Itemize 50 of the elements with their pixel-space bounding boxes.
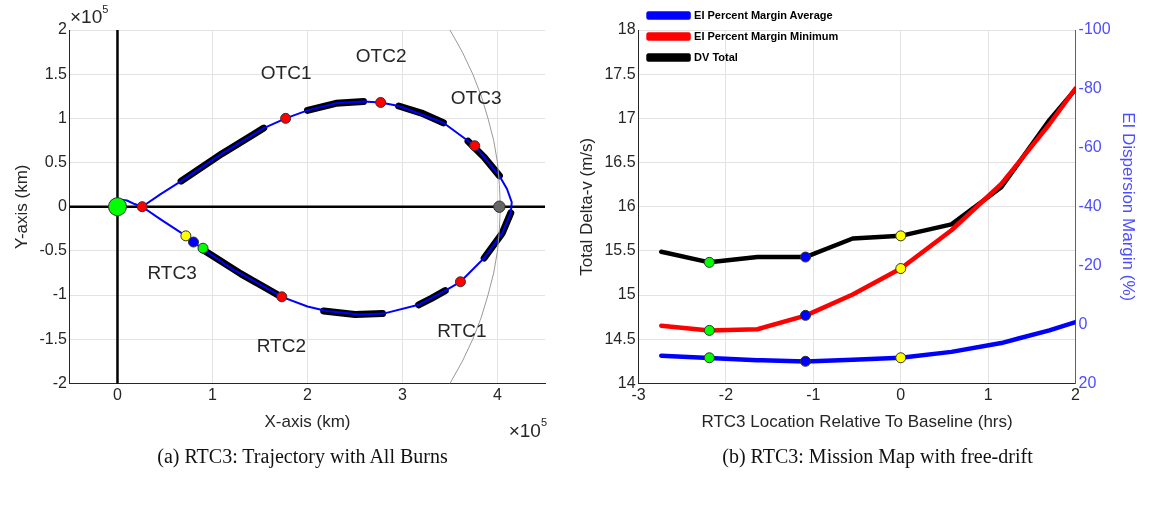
x-tick-label: 0 <box>113 386 123 404</box>
y-tick-label: 17 <box>617 108 636 126</box>
y-tick-label: 0 <box>58 197 68 215</box>
y2-tick-label: -80 <box>1078 79 1102 97</box>
text: (b) RTC3: Mission Map with free-drift <box>721 445 1034 468</box>
y-tick-label: -1.5 <box>39 329 68 347</box>
y2-tick-label: 0 <box>1078 314 1088 332</box>
y2-tick-label: 20 <box>1078 373 1097 391</box>
y-tick-label: 15 <box>617 285 636 303</box>
x-axis-title: RTC3 Location Relative To Baseline (hrs) <box>701 412 1013 432</box>
y2-tick-label: -60 <box>1078 138 1102 156</box>
y-tick-label: 2 <box>58 20 68 38</box>
x-tick-label: 1 <box>983 386 993 404</box>
annotation: RTC2 <box>256 334 306 356</box>
legend-label: DV Total <box>694 50 738 63</box>
annotation: OTC3 <box>450 87 502 109</box>
annotation: OTC2 <box>355 44 407 66</box>
y-axis-title: Total Delta-v (m/s) <box>576 137 596 276</box>
y-tick-label: -2 <box>52 373 68 391</box>
y-tick-label: 17.5 <box>604 64 636 82</box>
y-tick-label: 14.5 <box>604 329 636 347</box>
y-tick-label: 1.5 <box>44 64 68 82</box>
annotation: RTC1 <box>437 319 487 341</box>
annotation: OTC1 <box>260 62 312 84</box>
y-tick-label: 18 <box>617 20 636 38</box>
y-tick-label: -1 <box>52 285 68 303</box>
y2-tick-label: -20 <box>1078 256 1102 274</box>
legend-label: EI Percent Margin Minimum <box>694 29 839 42</box>
x-tick-label: -1 <box>806 386 821 404</box>
x-tick-label: 1 <box>208 386 218 404</box>
text: (a) RTC3: Trajectory with All Burns <box>156 445 449 468</box>
y-tick-label: 16.5 <box>604 152 636 170</box>
annotation: RTC3 <box>147 262 197 284</box>
y-tick-label: 16 <box>617 197 636 215</box>
x-axis-title: X-axis (km) <box>264 412 351 432</box>
y2-tick-label: -100 <box>1078 20 1111 38</box>
x-tick-label: 3 <box>398 386 408 404</box>
x-tick-label: 4 <box>493 386 503 404</box>
y-tick-label: 1 <box>58 108 68 126</box>
legend-label: EI Percent Margin Average <box>694 8 833 21</box>
y-axis-title: Y-axis (km) <box>11 164 31 249</box>
y-tick-label: -0.5 <box>39 241 68 259</box>
y2-tick-label: -40 <box>1078 197 1102 215</box>
y-tick-label: 14 <box>617 373 636 391</box>
y-tick-label: 0.5 <box>44 152 68 170</box>
y2-axis-title: EI Dispersion Margin (%) <box>1119 112 1139 302</box>
x-tick-label: -2 <box>718 386 734 404</box>
x-tick-label: 0 <box>896 386 906 404</box>
x-tick-label: 2 <box>303 386 313 404</box>
y-tick-label: 15.5 <box>604 241 636 259</box>
